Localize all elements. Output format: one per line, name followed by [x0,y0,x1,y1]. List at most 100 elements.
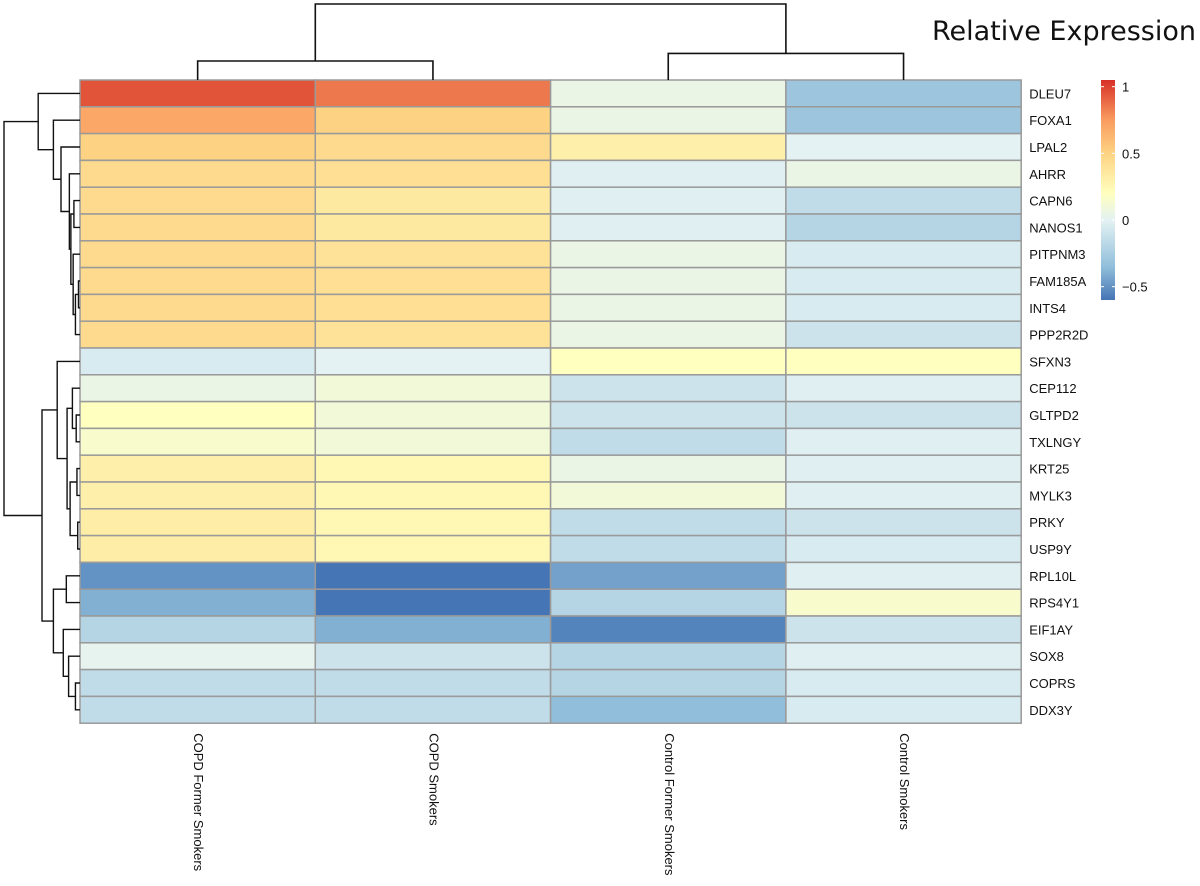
heatmap-cell [314,668,552,698]
row-label: LPAL2 [1029,140,1067,155]
heatmap-cell [79,374,317,403]
row-dendrogram-branch [65,575,80,604]
column-label: Control Smokers [897,733,912,830]
heatmap-cell [79,320,317,349]
row-label: AHRR [1029,167,1066,182]
row-label: FOXA1 [1029,113,1072,128]
heatmap-cell [549,400,787,430]
heatmap-cell [549,481,787,510]
row-label: DLEU7 [1029,86,1071,101]
heatmap-cell [314,588,552,617]
row-dendrogram-branch [67,655,80,698]
heatmap-cell [549,106,787,135]
row-label: SFXN3 [1029,354,1071,369]
row-label: FAM185A [1029,274,1086,289]
heatmap-cell [785,240,1022,269]
heatmap-cell [785,642,1022,671]
row-label: EIF1AY [1029,622,1073,637]
heatmap-cell [314,454,552,483]
heatmap-cell [314,320,552,349]
heatmap-cell [79,668,317,698]
heatmap-cell [79,400,317,430]
row-label: KRT25 [1029,462,1069,477]
column-label: Control Former Smokers [662,733,677,876]
heatmap-cell [549,508,787,537]
row-dendrogram-branch [60,146,80,213]
heatmap-cell [549,642,787,671]
heatmap-cell [79,561,317,590]
heatmap-cell [314,347,552,376]
row-label: PITPNM3 [1029,247,1085,262]
heatmap-cell [549,695,787,724]
heatmap-cell [785,213,1022,242]
heatmap-cell [785,561,1022,590]
row-label: DDX3Y [1029,703,1073,718]
heatmap-cell [79,427,317,456]
heatmap-cell [314,400,552,430]
heatmap-cell [79,534,317,564]
heatmap-cell [549,588,787,617]
heatmap-cell [314,293,552,322]
heatmap-cell [314,374,552,403]
heatmap-cell [79,106,317,135]
heatmap-cell [549,213,787,242]
heatmap-cell [549,159,787,188]
heatmap-cell [314,186,552,215]
heatmap-cell [79,454,317,483]
row-dendrogram-branch [52,588,67,654]
heatmap-cell [79,132,317,162]
heatmap-cell [785,159,1022,188]
heatmap-cell [79,695,317,724]
heatmap-cell [549,266,787,296]
color-legend-bar [1101,80,1115,300]
row-dendrogram-branch [73,199,80,229]
heatmap-cell [549,534,787,564]
heatmap-cell [549,427,787,456]
row-label: CAPN6 [1029,194,1072,209]
row-dendrogram-branch [62,628,80,677]
heatmap-cell [785,508,1022,537]
heatmap-cell [785,320,1022,349]
heatmap-cell [79,508,317,537]
heatmap-cell [314,642,552,671]
heatmap-cell [79,481,317,510]
heatmap-cell [549,454,787,483]
row-label: PRKY [1029,515,1065,530]
heatmap-cell [314,213,552,242]
legend-title: Relative Expression [931,16,1196,47]
heatmap-cell [785,668,1022,698]
row-label: USP9Y [1029,542,1072,557]
row-dendrogram-branch [56,360,80,460]
heatmap-cell [314,159,552,188]
heatmap-cell [314,427,552,456]
heatmap-cell [549,374,787,403]
heatmap-cell [79,266,317,296]
heatmap-cell [314,561,552,590]
heatmap-cell [314,266,552,296]
legend-tick-label: 1 [1122,80,1129,95]
heatmap-cell [79,186,317,215]
heatmap-cell [549,79,787,108]
heatmap-cell [314,106,552,135]
heatmap-cell [785,615,1022,644]
column-label: COPD Smokers [427,733,442,826]
heatmap-cell [314,534,552,564]
heatmap-cell [314,79,552,108]
heatmap-cell [314,695,552,724]
heatmap-cell [79,588,317,617]
row-label: PPP2R2D [1029,328,1088,343]
heatmap-cell [549,240,787,269]
heatmap-cell [549,615,787,644]
heatmap-cell [785,266,1022,296]
row-label: MYLK3 [1029,488,1072,503]
heatmap-cell [314,132,552,162]
heatmap-cell [785,454,1022,483]
heatmap-cell [785,400,1022,430]
heatmap-cell [79,642,317,671]
row-label: CEP112 [1029,381,1076,396]
row-label: NANOS1 [1029,220,1082,235]
heatmap-cell [549,132,787,162]
heatmap-cell [549,347,787,376]
row-dendrogram-branch [3,120,42,517]
